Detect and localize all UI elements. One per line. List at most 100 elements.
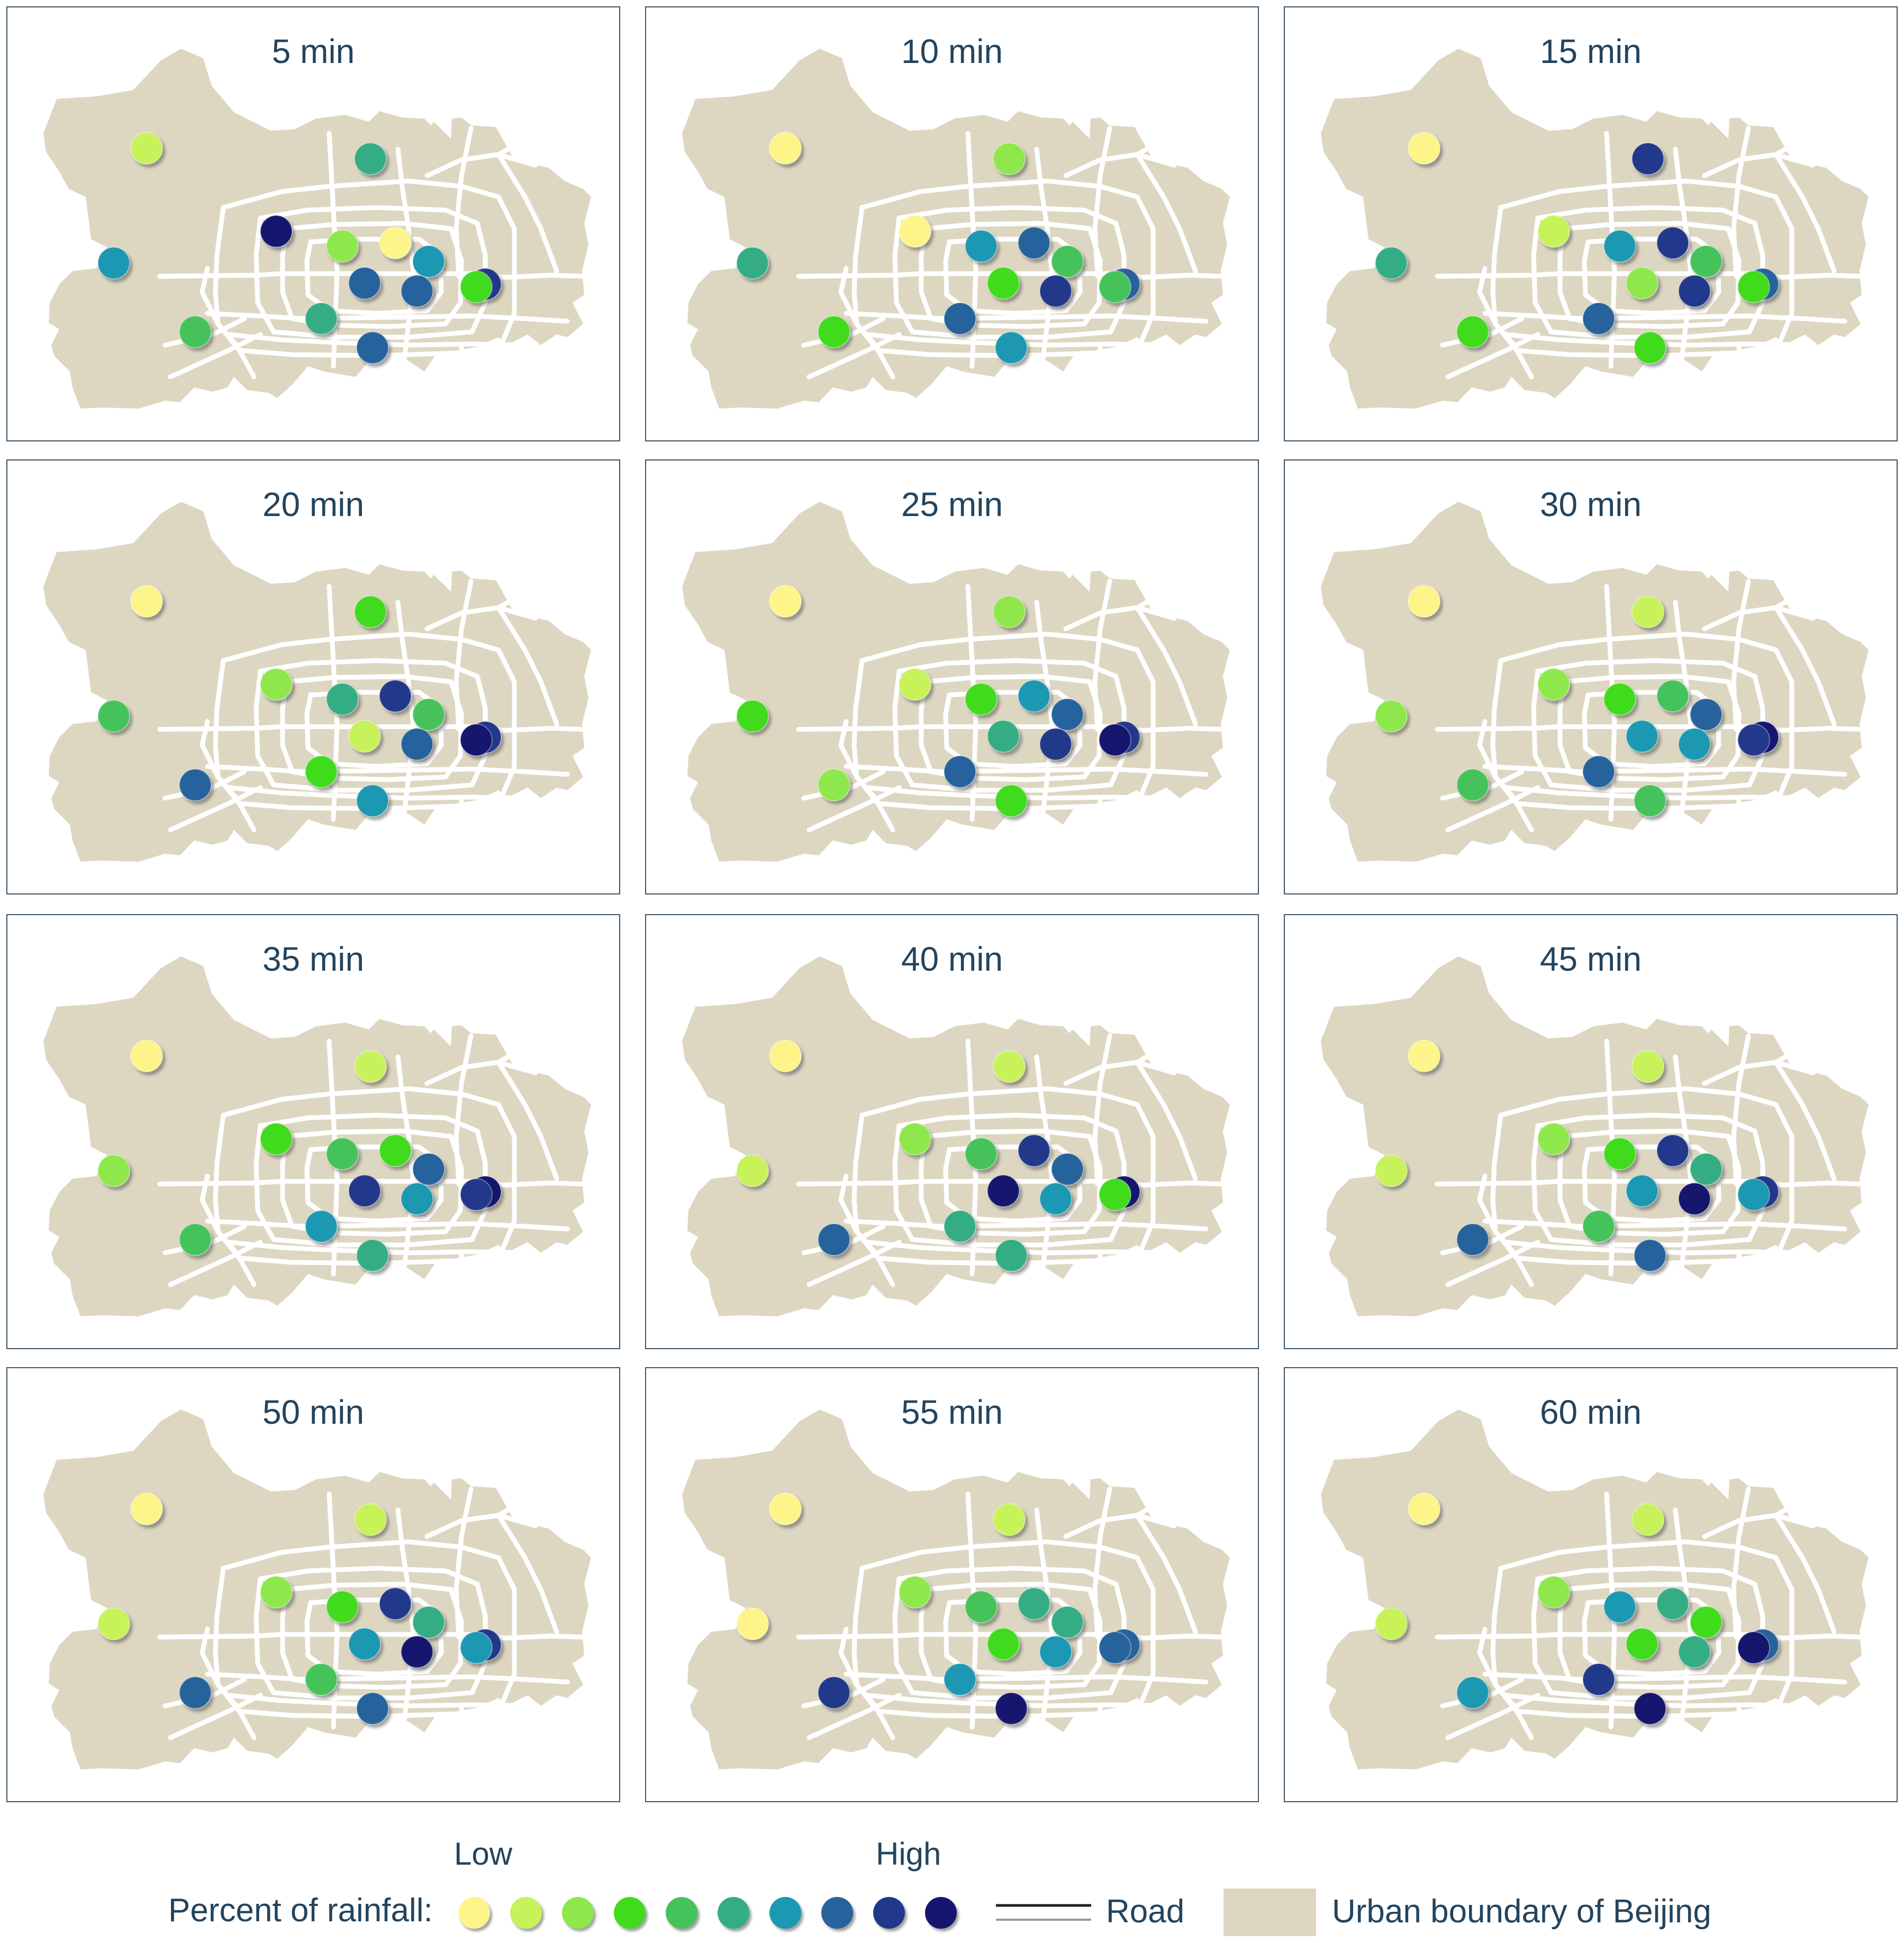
road [1490, 1539, 1794, 1719]
rain-station-c10 [1634, 1692, 1666, 1725]
rain-station-c5 [1051, 245, 1084, 278]
road [1773, 152, 1837, 274]
rain-station-c9 [1631, 142, 1664, 175]
station-group [736, 132, 1140, 364]
map-panel: 50 min [6, 1367, 620, 1802]
road [844, 764, 1209, 777]
road [806, 785, 902, 833]
rain-station-c1 [1408, 585, 1440, 618]
road [1440, 1677, 1525, 1709]
road [801, 769, 886, 801]
road [280, 1581, 464, 1690]
rain-station-c1 [736, 1607, 769, 1640]
road [1482, 1671, 1847, 1685]
rain-station-c9 [1678, 275, 1711, 308]
panel-title: 55 min [901, 1393, 1003, 1431]
road [801, 1677, 886, 1709]
road [162, 769, 247, 801]
map-panel: 55 min [645, 1367, 1259, 1802]
panel-title: 45 min [1539, 940, 1642, 978]
station-group [97, 1040, 502, 1272]
road [1445, 1693, 1540, 1740]
rain-station-c2 [1631, 1503, 1664, 1536]
legend-swatch-c2 [510, 1897, 542, 1929]
station-group [736, 1493, 1140, 1725]
road [496, 112, 570, 157]
road [1013, 1255, 1042, 1319]
road [424, 152, 538, 178]
road [1135, 565, 1209, 610]
road [1013, 801, 1042, 864]
rain-station-c7 [1039, 1635, 1072, 1668]
rain-station-c10 [1737, 1631, 1770, 1664]
rain-station-c7 [1018, 680, 1050, 712]
road [496, 152, 559, 274]
rain-station-c5 [1456, 769, 1489, 801]
road [496, 605, 559, 727]
rain-station-c7 [1456, 1676, 1489, 1709]
beijing-map [43, 1409, 591, 1772]
rain-station-c10 [1099, 724, 1131, 756]
beijing-map [1321, 1409, 1869, 1772]
rain-station-c5 [97, 700, 130, 733]
road [1652, 348, 1681, 411]
panel-title: 40 min [901, 940, 1003, 978]
rain-station-c2 [899, 668, 931, 701]
rain-station-c5 [179, 1223, 212, 1256]
station-group [1375, 132, 1779, 364]
rain-station-c10 [987, 1174, 1020, 1207]
rain-station-c1 [130, 1493, 163, 1525]
road [1490, 178, 1794, 358]
road [1482, 311, 1847, 324]
rain-station-c6 [412, 1606, 445, 1639]
road [1652, 1255, 1681, 1319]
rain-station-c9 [1582, 1663, 1615, 1696]
rain-station-c8 [412, 1153, 445, 1186]
rain-station-c9 [379, 1587, 412, 1620]
panel-title: 15 min [1539, 32, 1642, 70]
rain-station-c8 [356, 1692, 389, 1725]
rain-station-c7 [995, 331, 1028, 364]
beijing-map [682, 49, 1230, 411]
road [1773, 1473, 1847, 1518]
rain-station-c6 [305, 302, 338, 335]
road [1531, 1566, 1765, 1701]
beijing-map [43, 956, 591, 1319]
road [168, 1693, 263, 1740]
rain-station-c10 [1678, 1182, 1711, 1215]
road [253, 1113, 488, 1248]
rain-station-c5 [179, 315, 212, 348]
road [1135, 112, 1209, 157]
rain-station-c7 [1626, 1174, 1658, 1207]
road [374, 1709, 403, 1772]
rain-station-c4 [1456, 315, 1489, 348]
panel-title: 10 min [901, 32, 1003, 70]
rain-station-c8 [1690, 698, 1722, 731]
road [162, 1677, 247, 1709]
rain-station-c8 [401, 275, 433, 308]
road-network [796, 565, 1225, 864]
rain-station-c3 [97, 1154, 130, 1187]
rain-station-c7 [412, 245, 445, 278]
rain-station-c7 [944, 1663, 976, 1696]
rain-station-c6 [944, 1210, 976, 1243]
road [1531, 658, 1765, 793]
road [168, 1240, 263, 1287]
road [168, 785, 263, 833]
rain-station-c7 [356, 784, 389, 817]
rain-station-c3 [1537, 1123, 1570, 1155]
rain-station-c4 [326, 1590, 359, 1623]
rain-station-c1 [130, 585, 163, 618]
rain-station-c1 [1408, 1493, 1440, 1525]
road [1135, 152, 1198, 274]
rain-station-c8 [1099, 1631, 1131, 1664]
rain-station-c7 [1626, 720, 1658, 753]
road [496, 1060, 559, 1181]
rain-station-c5 [965, 1137, 998, 1170]
road [205, 311, 570, 324]
rain-station-c2 [1375, 1154, 1408, 1187]
road [1063, 605, 1177, 631]
road [844, 311, 1209, 324]
rain-station-c2 [1631, 1050, 1664, 1083]
